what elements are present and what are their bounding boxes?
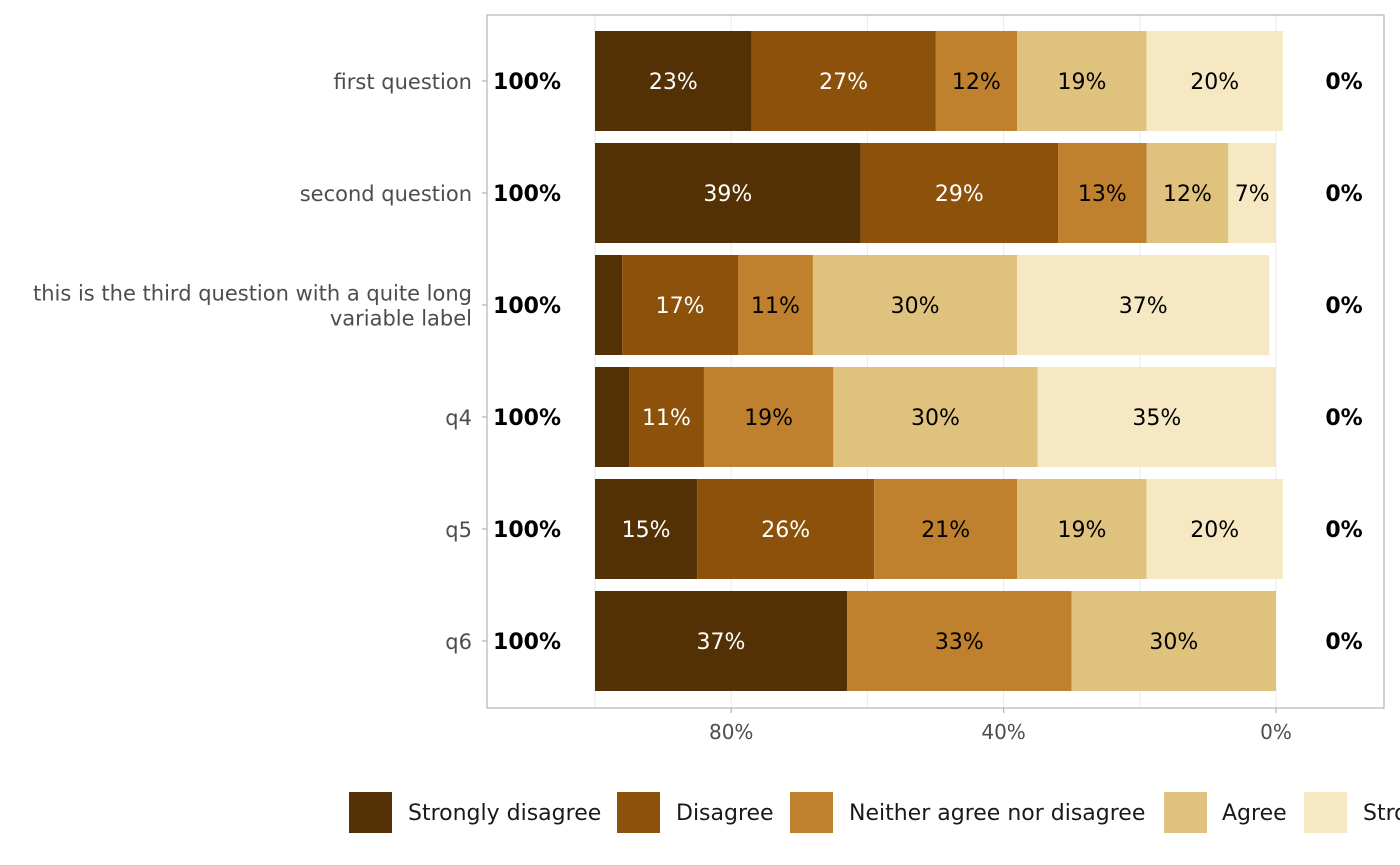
bar-strongly-disagree-row-2 <box>595 143 861 243</box>
data-label-strongly-agree-row-4: 35% <box>1132 406 1181 431</box>
legend-label-agree: Agree <box>1222 801 1287 826</box>
data-label-disagree-row-2: 29% <box>935 182 984 207</box>
x-tick-label-80: 80% <box>709 720 753 744</box>
data-label-neither-agree-nor-disagree-row-6: 33% <box>935 630 984 655</box>
bar-agree-row-3 <box>812 255 1018 355</box>
left-total-row-4: 100% <box>493 406 561 431</box>
left-total-row-1: 100% <box>493 70 561 95</box>
y-label-row-1: first question <box>334 70 472 94</box>
right-total-row-6: 0% <box>1325 630 1362 655</box>
bar-disagree-row-5 <box>697 479 875 579</box>
bar-strongly-agree-row-3 <box>1017 255 1270 355</box>
right-total-row-5: 0% <box>1325 518 1362 543</box>
data-label-strongly-agree-row-2: 7% <box>1235 182 1270 207</box>
x-tick-label-40: 40% <box>981 720 1025 744</box>
data-label-disagree-row-1: 27% <box>819 70 868 95</box>
legend-key-agree <box>1164 792 1207 833</box>
legend-key-disagree <box>617 792 660 833</box>
bar-disagree-row-4 <box>629 367 704 467</box>
y-label-row-5: q5 <box>445 518 472 542</box>
bar-disagree-row-2 <box>860 143 1059 243</box>
bar-strongly-disagree-row-4 <box>595 367 630 467</box>
bar-strongly-agree-row-5 <box>1146 479 1283 579</box>
y-label-row-3-line-2: variable label <box>330 307 472 331</box>
legend-label-strongly-agree: Stro <box>1363 801 1400 826</box>
left-total-row-6: 100% <box>493 630 561 655</box>
bar-strongly-disagree-row-6 <box>595 591 847 691</box>
bar-neither-agree-nor-disagree-row-5 <box>874 479 1018 579</box>
bar-disagree-row-1 <box>751 31 936 131</box>
y-label-row-4: q4 <box>445 406 472 430</box>
data-label-neither-agree-nor-disagree-row-4: 19% <box>744 406 793 431</box>
legend: Strongly disagree Disagree Neither agree n… <box>349 792 1400 833</box>
bar-strongly-disagree-row-1 <box>595 31 752 131</box>
y-axis: first question second question this is the… <box>33 70 487 654</box>
bar-neither-agree-nor-disagree-row-4 <box>703 367 834 467</box>
right-total-row-4: 0% <box>1325 406 1362 431</box>
data-label-neither-agree-nor-disagree-row-2: 13% <box>1078 182 1127 207</box>
bar-agree-row-2 <box>1146 143 1229 243</box>
right-total-row-2: 0% <box>1325 182 1362 207</box>
data-label-disagree-row-4: 11% <box>642 406 691 431</box>
data-label-disagree-row-3: 17% <box>656 294 705 319</box>
y-label-row-6: q6 <box>445 630 472 654</box>
bar-strongly-agree-row-4 <box>1037 367 1276 467</box>
panel-border <box>486 14 1385 709</box>
bar-strongly-disagree-row-3 <box>595 255 623 355</box>
bars-layer <box>595 31 1283 691</box>
y-label-row-3-line-1: this is the third question with a quite … <box>33 282 472 306</box>
legend-key-strongly-agree <box>1304 792 1347 833</box>
bar-strongly-agree-row-1 <box>1146 31 1283 131</box>
bar-strongly-disagree-row-5 <box>595 479 698 579</box>
right-total-row-3: 0% <box>1325 294 1362 319</box>
legend-key-neither-agree-nor-disagree <box>790 792 833 833</box>
data-label-strongly-agree-row-1: 20% <box>1190 70 1239 95</box>
bar-neither-agree-nor-disagree-row-2 <box>1058 143 1147 243</box>
data-label-agree-row-1: 19% <box>1057 70 1106 95</box>
data-label-disagree-row-5: 26% <box>761 518 810 543</box>
data-label-neither-agree-nor-disagree-row-1: 12% <box>952 70 1001 95</box>
bar-strongly-agree-row-2 <box>1228 143 1276 243</box>
data-label-strongly-disagree-row-6: 37% <box>697 630 746 655</box>
legend-key-strongly-disagree <box>349 792 392 833</box>
legend-label-strongly-disagree: Strongly disagree <box>408 801 601 826</box>
bar-neither-agree-nor-disagree-row-1 <box>935 31 1018 131</box>
data-label-strongly-disagree-row-2: 39% <box>703 182 752 207</box>
data-label-agree-row-4: 30% <box>911 406 960 431</box>
left-total-row-5: 100% <box>493 518 561 543</box>
bar-agree-row-4 <box>833 367 1038 467</box>
x-tick-label-0: 0% <box>1260 720 1292 744</box>
segment-labels-layer: 23% 27% 12% 19% 20% 39% 29% 13% 12% 7% 17% 11% 30% 37… <box>622 70 1270 655</box>
data-label-agree-row-3: 30% <box>891 294 940 319</box>
data-label-neither-agree-nor-disagree-row-5: 21% <box>921 518 970 543</box>
bar-agree-row-5 <box>1017 479 1147 579</box>
data-label-agree-row-6: 30% <box>1149 630 1198 655</box>
left-total-row-2: 100% <box>493 182 561 207</box>
bar-neither-agree-nor-disagree-row-6 <box>846 591 1072 691</box>
data-label-strongly-disagree-row-5: 15% <box>622 518 671 543</box>
data-label-strongly-disagree-row-1: 23% <box>649 70 698 95</box>
bar-disagree-row-3 <box>622 255 739 355</box>
bar-agree-row-1 <box>1017 31 1147 131</box>
bar-agree-row-6 <box>1071 591 1276 691</box>
data-label-strongly-agree-row-3: 37% <box>1119 294 1168 319</box>
right-total-row-1: 0% <box>1325 70 1362 95</box>
totals-layer: 100% 0% 100% 0% 100% 0% 100% 0% 100% 0% 100% 0% <box>493 70 1363 655</box>
y-label-row-2: second question <box>300 182 472 206</box>
legend-label-neither-agree-nor-disagree: Neither agree nor disagree <box>849 801 1145 826</box>
data-label-neither-agree-nor-disagree-row-3: 11% <box>751 294 800 319</box>
data-label-agree-row-5: 19% <box>1057 518 1106 543</box>
left-total-row-3: 100% <box>493 294 561 319</box>
data-label-strongly-agree-row-5: 20% <box>1190 518 1239 543</box>
legend-label-disagree: Disagree <box>676 801 774 826</box>
bar-neither-agree-nor-disagree-row-3 <box>738 255 813 355</box>
data-label-agree-row-2: 12% <box>1163 182 1212 207</box>
x-axis: 80% 40% 0% <box>709 708 1292 744</box>
